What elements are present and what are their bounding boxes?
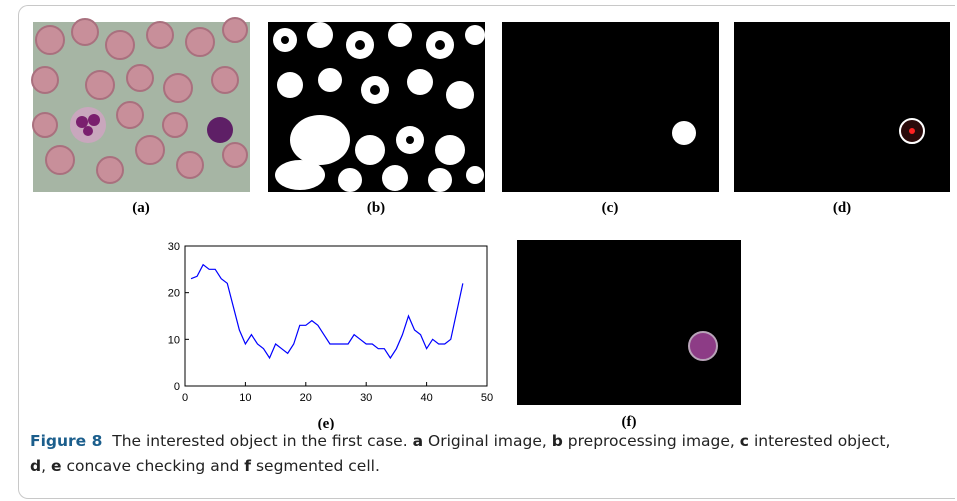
panel-label: (a) xyxy=(132,200,150,216)
y-tick-label: 30 xyxy=(168,241,180,253)
panel-label: (d) xyxy=(833,200,851,216)
caption-key: c xyxy=(740,432,749,450)
caption: Figure 8 The interested object in the fi… xyxy=(30,429,950,479)
caption-key: b xyxy=(552,432,563,450)
x-tick-label: 0 xyxy=(182,392,188,404)
x-tick-label: 10 xyxy=(239,392,251,404)
caption-key: f xyxy=(244,457,251,475)
page: (a) (b) (c) (d) (e) (f) 0 10 20 30 0 10 20 30 40… xyxy=(0,0,957,501)
x-tick-label: 20 xyxy=(300,392,312,404)
image-a xyxy=(32,18,250,192)
figure: (a) (b) (c) (d) (e) (f) 0 10 20 30 0 10 20 30 40… xyxy=(0,0,957,430)
caption-part: concave checking and xyxy=(66,457,239,475)
image-b xyxy=(268,22,485,192)
x-tick-label: 50 xyxy=(481,392,493,404)
y-tick-label: 0 xyxy=(174,381,180,393)
y-tick-label: 10 xyxy=(168,334,180,346)
panel-label: (b) xyxy=(367,200,385,216)
caption-part: preprocessing image, xyxy=(568,432,735,450)
caption-part: , xyxy=(41,457,46,475)
caption-key: d xyxy=(30,457,41,475)
panel-label: (c) xyxy=(602,200,619,216)
caption-part: interested object, xyxy=(754,432,890,450)
image-d xyxy=(734,22,950,192)
caption-text: The interested object in the first case. xyxy=(112,432,407,450)
y-tick-label: 20 xyxy=(168,288,180,300)
panel-label: (f) xyxy=(622,414,637,430)
plot-frame xyxy=(185,246,487,386)
caption-part: segmented cell. xyxy=(256,457,380,475)
panel-label: (e) xyxy=(318,416,335,430)
image-f xyxy=(517,240,741,405)
caption-key: e xyxy=(51,457,62,475)
caption-key: a xyxy=(413,432,423,450)
caption-label: Figure 8 xyxy=(30,432,102,450)
image-c xyxy=(502,22,719,192)
line xyxy=(191,265,463,358)
x-tick-label: 30 xyxy=(360,392,372,404)
x-tick-label: 40 xyxy=(420,392,432,404)
caption-part: Original image, xyxy=(428,432,547,450)
